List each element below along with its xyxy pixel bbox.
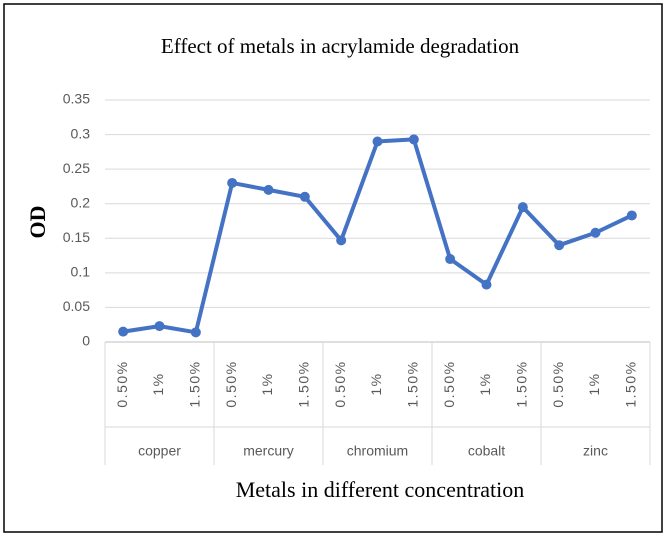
y-tick-label: 0.35 [63, 91, 90, 107]
group-label: zinc [583, 443, 608, 459]
data-point [190, 327, 201, 338]
x-tick-label: 0.50% [441, 360, 457, 407]
x-tick-label: 1.50% [187, 360, 203, 407]
x-tick-label: 1% [477, 372, 493, 395]
y-tick-label: 0.15 [63, 229, 90, 245]
group-label: copper [138, 443, 181, 459]
data-point [445, 254, 456, 265]
data-point [154, 321, 165, 332]
data-point [408, 134, 419, 145]
y-axis-title: OD [25, 206, 50, 239]
x-axis-title: Metals in different concentration [236, 477, 525, 502]
data-point [118, 326, 129, 337]
x-tick-label: 1.50% [623, 360, 639, 407]
data-point [372, 136, 383, 147]
x-tick-label: 0.50% [550, 360, 566, 407]
group-label: cobalt [468, 443, 505, 459]
x-tick-label: 0.50% [223, 360, 239, 407]
y-tick-label: 0.25 [63, 160, 90, 176]
x-tick-label: 1% [368, 372, 384, 395]
x-tick-label: 0.50% [332, 360, 348, 407]
data-point [626, 210, 637, 221]
chart-title: Effect of metals in acrylamide degradati… [161, 34, 520, 58]
x-tick-label: 1% [259, 372, 275, 395]
group-label: chromium [347, 443, 408, 459]
x-tick-label: 1% [150, 372, 166, 395]
data-point [554, 240, 565, 251]
data-point [227, 177, 238, 188]
y-tick-label: 0.05 [63, 298, 90, 314]
y-tick-label: 0.3 [71, 125, 91, 141]
x-tick-label: 1% [586, 372, 602, 395]
data-point [517, 202, 528, 213]
data-point [590, 227, 601, 238]
data-point [336, 235, 347, 246]
x-tick-label: 1.50% [296, 360, 312, 407]
y-tick-label: 0.1 [71, 264, 91, 280]
data-point [299, 191, 310, 202]
group-label: mercury [243, 443, 294, 459]
chart-frame [3, 3, 663, 533]
y-tick-label: 0.2 [71, 194, 91, 210]
x-tick-label: 0.50% [114, 360, 130, 407]
y-tick-label: 0 [82, 333, 90, 349]
x-tick-label: 1.50% [514, 360, 530, 407]
data-point [481, 279, 492, 290]
data-point [263, 184, 274, 195]
x-tick-label: 1.50% [405, 360, 421, 407]
